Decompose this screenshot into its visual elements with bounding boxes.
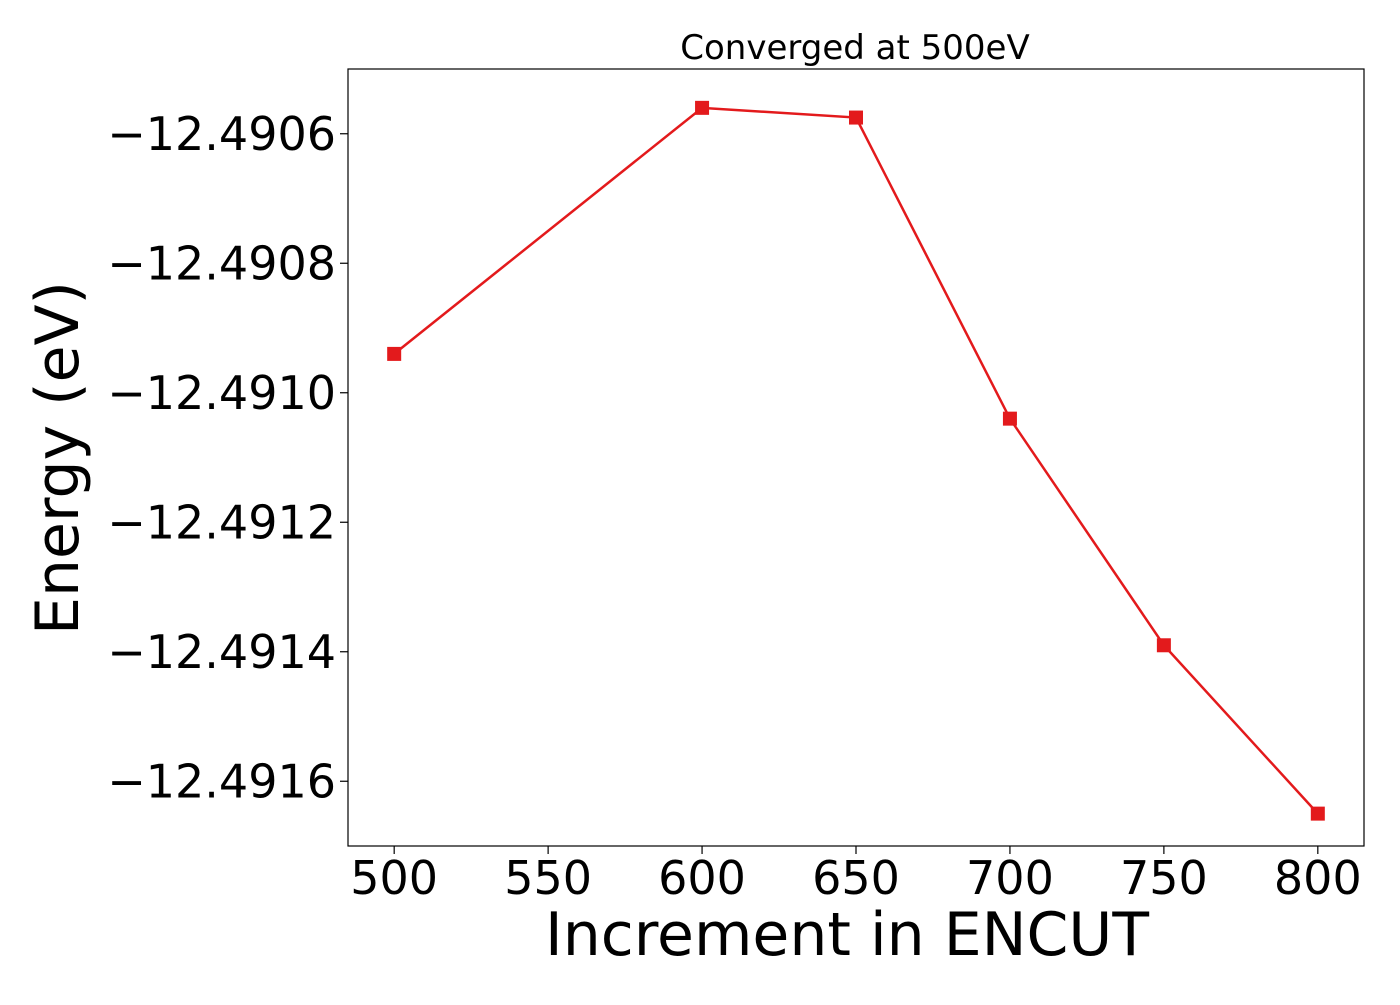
y-tick-label: −12.4908 xyxy=(107,236,336,290)
x-axis-label: Increment in ENCUT xyxy=(545,900,1149,970)
y-tick-label: −12.4914 xyxy=(107,625,336,679)
data-point-marker xyxy=(849,110,863,125)
x-tick-label: 750 xyxy=(1120,851,1208,905)
x-tick-label: 700 xyxy=(966,851,1054,905)
data-point-marker xyxy=(695,100,710,115)
y-axis-ticks: −12.4906 −12.4908 −12.4910 −12.4912 −12.4914… xyxy=(107,107,348,808)
y-tick-label: −12.4910 xyxy=(107,366,336,420)
data-point-marker xyxy=(1310,806,1325,821)
y-tick-label: −12.4906 xyxy=(107,107,336,161)
y-axis-label: Energy (eV) xyxy=(23,281,93,635)
x-tick-label: 650 xyxy=(812,851,900,905)
x-tick-label: 500 xyxy=(350,851,438,905)
x-tick-label: 600 xyxy=(658,851,746,905)
chart-title: Converged at 500eV xyxy=(680,28,1029,68)
y-tick-label: −12.4916 xyxy=(107,754,336,808)
data-point-marker xyxy=(1156,638,1171,653)
x-tick-label: 800 xyxy=(1274,851,1362,905)
x-tick-label: 550 xyxy=(504,851,592,905)
y-tick-label: −12.4912 xyxy=(107,495,336,549)
data-point-marker xyxy=(387,346,402,361)
data-point-marker xyxy=(1002,411,1017,426)
series-line xyxy=(393,106,1319,815)
plot-frame xyxy=(347,68,1365,847)
x-axis-ticks: 500 550 600 650 700 750 800 xyxy=(350,846,1362,905)
series-layer xyxy=(387,100,1325,821)
